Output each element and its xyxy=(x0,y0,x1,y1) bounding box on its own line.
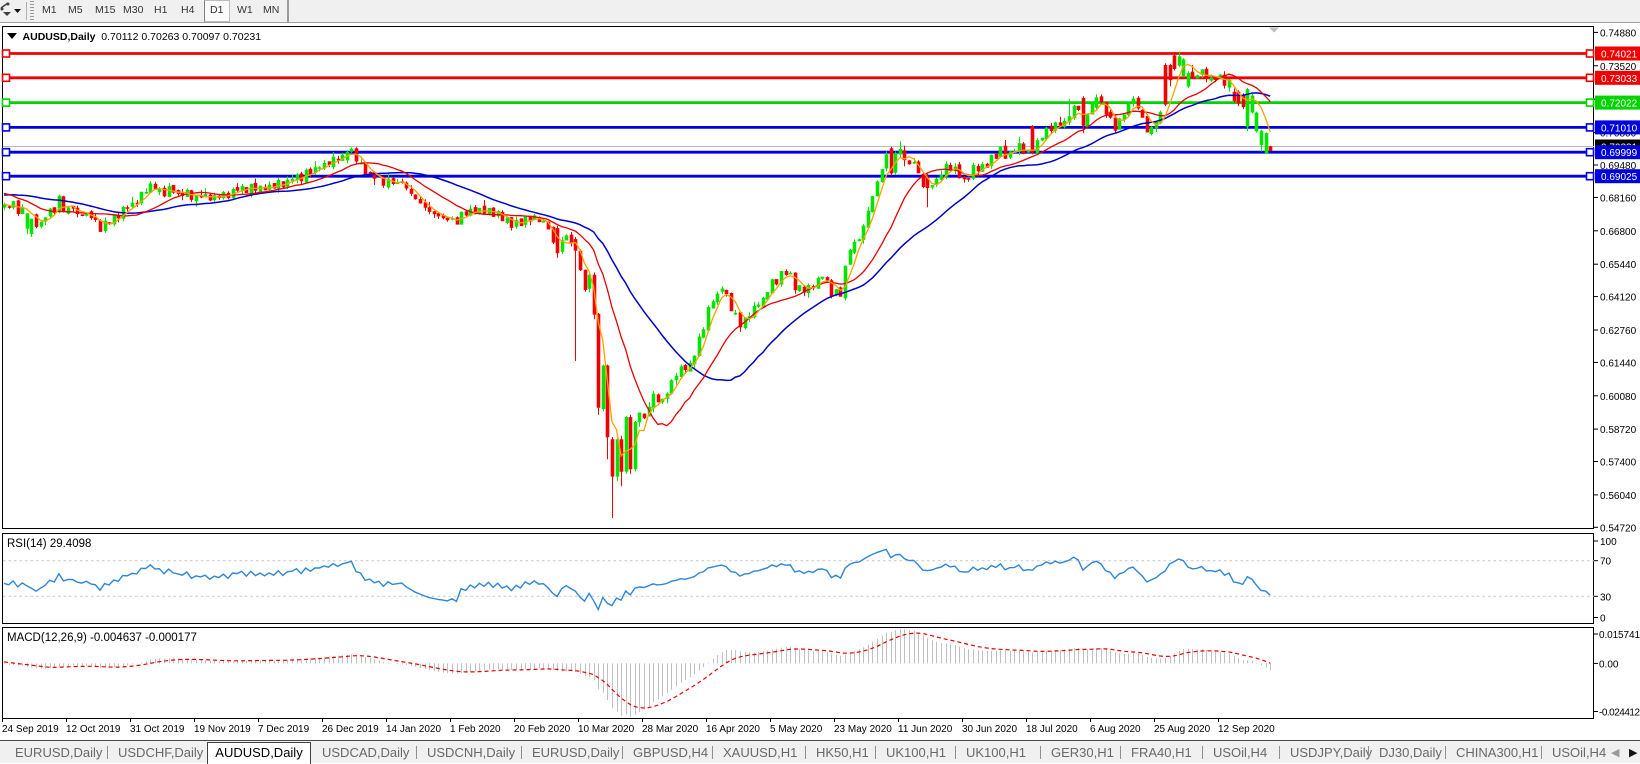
svg-text:0.64120: 0.64120 xyxy=(1600,293,1637,304)
svg-text:0.68160: 0.68160 xyxy=(1600,193,1637,204)
svg-text:0.73033: 0.73033 xyxy=(1601,74,1638,85)
svg-text:0: 0 xyxy=(1600,614,1606,625)
svg-text:0.57400: 0.57400 xyxy=(1600,458,1637,469)
svg-text:0.74880: 0.74880 xyxy=(1600,28,1637,39)
svg-text:24 Sep 2019: 24 Sep 2019 xyxy=(2,724,59,735)
svg-text:7 Dec 2019: 7 Dec 2019 xyxy=(258,724,310,735)
svg-text:25 Aug 2020: 25 Aug 2020 xyxy=(1154,724,1211,735)
svg-text:10 Mar 2020: 10 Mar 2020 xyxy=(578,724,635,735)
svg-text:20 Feb 2020: 20 Feb 2020 xyxy=(514,724,571,735)
svg-text:0.71010: 0.71010 xyxy=(1601,123,1638,134)
svg-text:5 May 2020: 5 May 2020 xyxy=(770,724,823,735)
svg-text:0.61440: 0.61440 xyxy=(1600,358,1637,369)
svg-text:0.54720: 0.54720 xyxy=(1600,523,1637,534)
svg-text:0.69480: 0.69480 xyxy=(1600,161,1637,172)
svg-text:0.58720: 0.58720 xyxy=(1600,425,1637,436)
svg-text:12 Oct 2019: 12 Oct 2019 xyxy=(66,724,121,735)
svg-text:6 Aug 2020: 6 Aug 2020 xyxy=(1090,724,1141,735)
svg-text:0.65440: 0.65440 xyxy=(1600,260,1637,271)
svg-text:30: 30 xyxy=(1600,592,1612,603)
svg-text:0.60080: 0.60080 xyxy=(1600,392,1637,403)
svg-text:0.66800: 0.66800 xyxy=(1600,227,1637,238)
svg-text:0.56040: 0.56040 xyxy=(1600,491,1637,502)
svg-text:12 Sep 2020: 12 Sep 2020 xyxy=(1218,724,1275,735)
svg-text:14 Jan 2020: 14 Jan 2020 xyxy=(386,724,441,735)
svg-text:31 Oct 2019: 31 Oct 2019 xyxy=(130,724,185,735)
svg-text:70: 70 xyxy=(1600,557,1612,568)
svg-text:0.69025: 0.69025 xyxy=(1601,172,1638,183)
svg-text:-0.024412: -0.024412 xyxy=(1599,708,1640,719)
svg-text:1 Feb 2020: 1 Feb 2020 xyxy=(450,724,501,735)
svg-text:28 Mar 2020: 28 Mar 2020 xyxy=(642,724,699,735)
svg-text:19 Nov 2019: 19 Nov 2019 xyxy=(194,724,251,735)
svg-text:0.00: 0.00 xyxy=(1599,659,1619,670)
svg-text:0.72022: 0.72022 xyxy=(1601,99,1638,110)
svg-text:18 Jul 2020: 18 Jul 2020 xyxy=(1026,724,1078,735)
svg-text:100: 100 xyxy=(1600,537,1617,548)
svg-text:0.69999: 0.69999 xyxy=(1601,148,1638,159)
svg-text:0.015741: 0.015741 xyxy=(1599,630,1640,641)
svg-text:30 Jun 2020: 30 Jun 2020 xyxy=(962,724,1017,735)
svg-text:16 Apr 2020: 16 Apr 2020 xyxy=(706,724,760,735)
svg-text:23 May 2020: 23 May 2020 xyxy=(834,724,892,735)
svg-text:0.62760: 0.62760 xyxy=(1600,326,1637,337)
svg-text:26 Dec 2019: 26 Dec 2019 xyxy=(322,724,379,735)
svg-text:0.74021: 0.74021 xyxy=(1601,50,1638,61)
svg-text:11 Jun 2020: 11 Jun 2020 xyxy=(898,724,953,735)
svg-text:0.73520: 0.73520 xyxy=(1600,62,1637,73)
